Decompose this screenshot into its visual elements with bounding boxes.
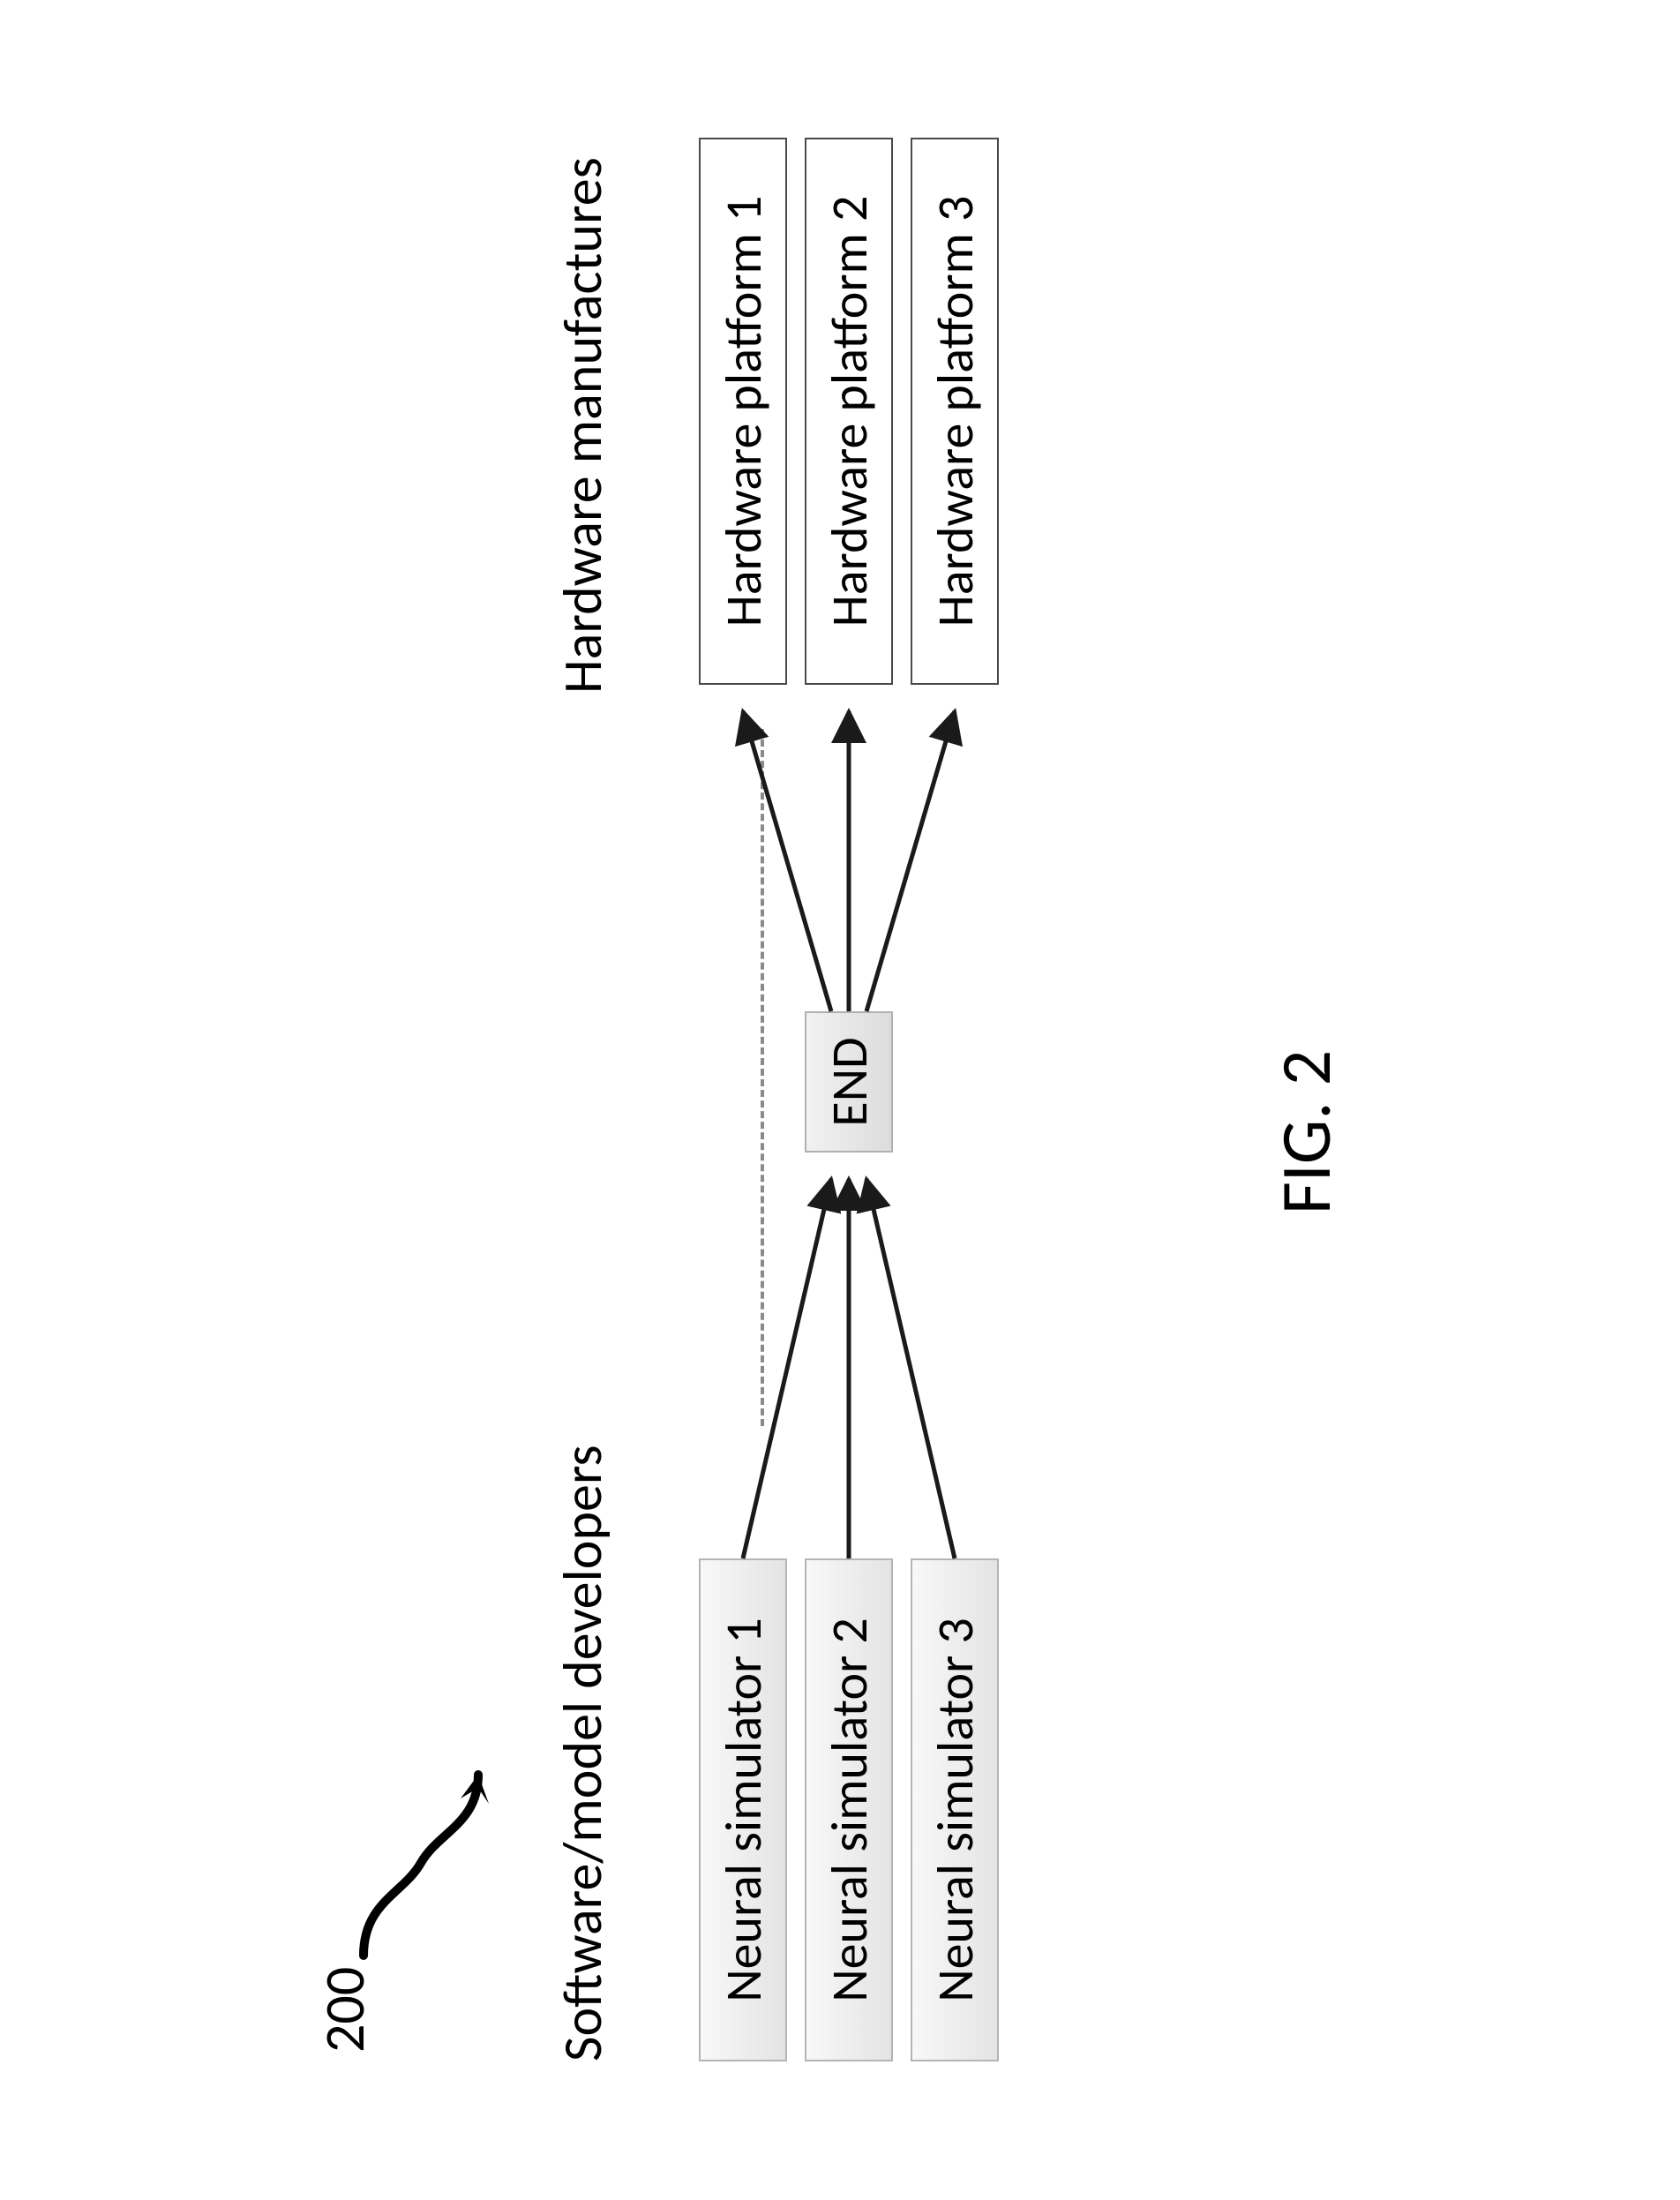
figure-canvas: 200 Software/model developers Hardware m…: [0, 0, 1680, 2200]
figure-caption: FIG. 2: [1264, 1050, 1349, 1214]
rotated-stage: 200 Software/model developers Hardware m…: [134, 85, 1546, 2114]
